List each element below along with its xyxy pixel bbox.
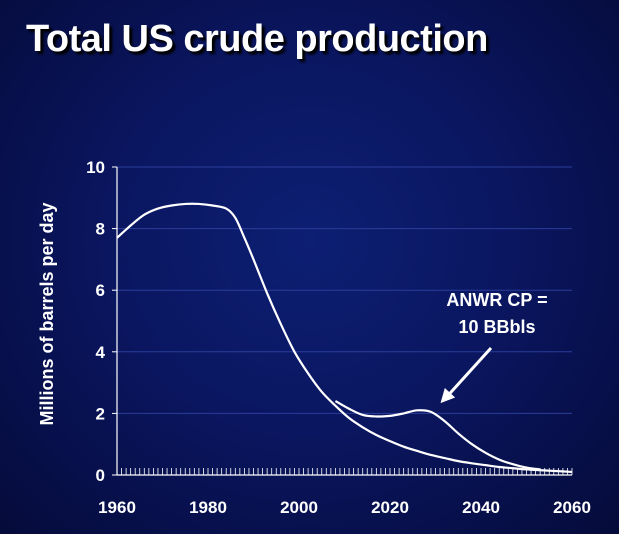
- series-layer: [116, 202, 573, 474]
- x-tick-label: 2000: [280, 498, 318, 517]
- x-tick-label: 1980: [189, 498, 227, 517]
- y-tick-label: 10: [86, 158, 105, 177]
- y-tick-label: 4: [96, 343, 106, 362]
- x-tick-label: 2060: [553, 498, 591, 517]
- x-tick-label: 2040: [462, 498, 500, 517]
- grid-layer: [117, 166, 572, 414]
- series-line-1: [116, 202, 573, 474]
- axis-layer: 0 2 4 6 8 10 1960 1980 2000 2020 2040 2060: [86, 158, 591, 517]
- annotation-text: 10 BBbls: [458, 317, 535, 337]
- y-tick-label: 6: [96, 281, 105, 300]
- y-axis-label: Millions of barrels per day: [37, 202, 57, 425]
- page-title: Total US crude production: [26, 18, 488, 60]
- annotation-layer: ANWR CP = 10 BBbls: [440, 290, 548, 404]
- series-line-2: [334, 400, 541, 471]
- x-tick-label: 1960: [98, 498, 136, 517]
- y-tick-label: 2: [96, 404, 105, 423]
- x-tick-label: 2020: [371, 498, 409, 517]
- annotation-text: ANWR CP =: [446, 290, 547, 310]
- annotation-arrowhead: [440, 388, 456, 404]
- annotation-arrow: [445, 346, 493, 399]
- y-tick-label: 8: [96, 220, 105, 239]
- y-tick-label: 0: [96, 466, 105, 485]
